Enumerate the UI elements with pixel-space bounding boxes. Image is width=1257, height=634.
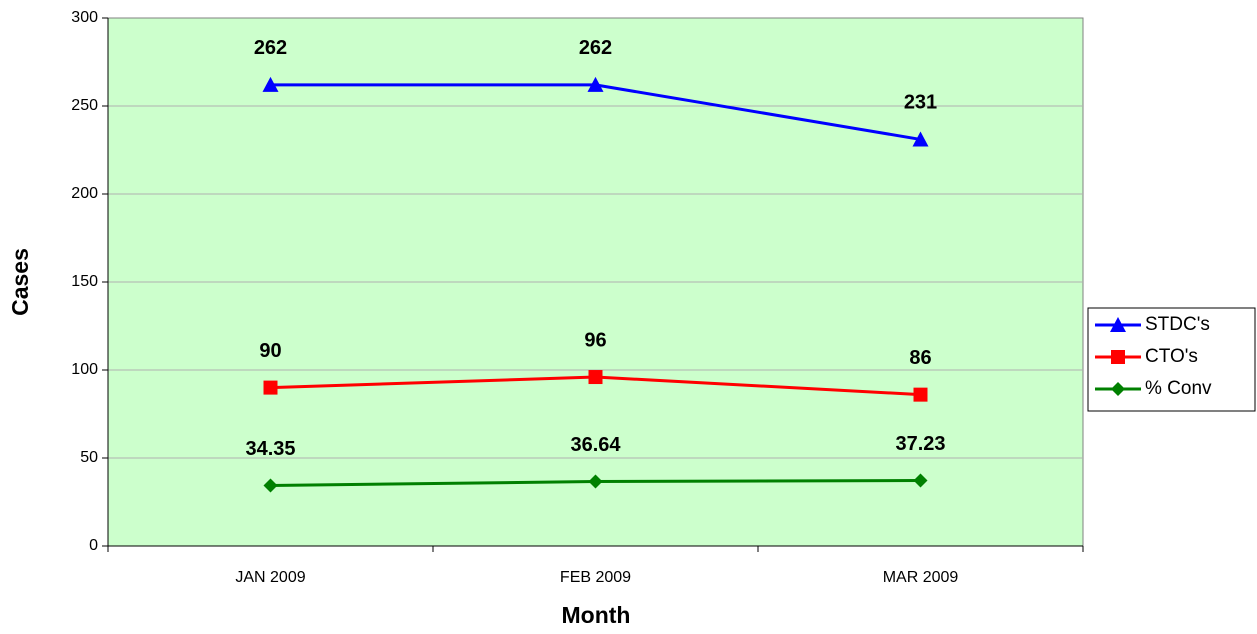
y-tick-label: 150 xyxy=(71,273,98,290)
data-label: 37.23 xyxy=(895,433,945,455)
data-point xyxy=(262,76,279,92)
data-point xyxy=(913,473,928,488)
data-label: 90 xyxy=(259,340,281,362)
data-label: 34.35 xyxy=(245,438,295,460)
data-label: 86 xyxy=(909,347,931,369)
y-tick-label: 50 xyxy=(80,449,98,466)
x-tick-label: MAR 2009 xyxy=(883,569,959,586)
legend-marker xyxy=(1110,317,1126,332)
data-label: 262 xyxy=(579,37,612,59)
data-label: 231 xyxy=(904,92,937,114)
data-point xyxy=(263,380,278,395)
y-axis-title: Cases xyxy=(7,248,33,316)
x-tick-label: JAN 2009 xyxy=(235,569,305,586)
data-label: 262 xyxy=(254,37,287,59)
y-tick-label: 250 xyxy=(71,97,98,114)
data-point xyxy=(913,387,928,402)
data-point xyxy=(588,474,603,489)
data-point xyxy=(912,131,929,147)
y-tick-label: 100 xyxy=(71,361,98,378)
legend-label: % Conv xyxy=(1145,378,1212,399)
legend-label: STDC's xyxy=(1145,314,1210,335)
data-point xyxy=(263,478,278,493)
legend-marker xyxy=(1111,382,1125,396)
legend-label: CTO's xyxy=(1145,346,1198,367)
data-label: 36.64 xyxy=(570,434,621,456)
y-tick-label: 300 xyxy=(71,9,98,26)
y-tick-label: 200 xyxy=(71,185,98,202)
data-point xyxy=(588,370,603,385)
data-label: 96 xyxy=(584,329,606,351)
x-axis-title: Month xyxy=(562,602,631,628)
legend-marker xyxy=(1111,350,1125,364)
y-tick-label: 0 xyxy=(89,537,98,554)
x-tick-label: FEB 2009 xyxy=(560,569,631,586)
data-point xyxy=(587,76,604,92)
